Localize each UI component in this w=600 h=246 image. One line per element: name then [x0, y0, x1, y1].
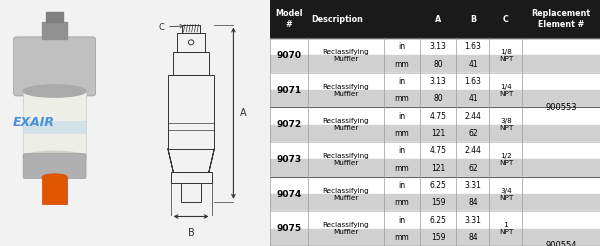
FancyBboxPatch shape: [14, 37, 95, 96]
Bar: [270, 108, 600, 125]
Text: 1
NPT: 1 NPT: [499, 222, 513, 235]
Text: 6.25: 6.25: [430, 181, 447, 190]
Bar: [46, 12, 63, 22]
Text: B: B: [470, 15, 476, 24]
Text: 9075: 9075: [277, 224, 302, 233]
Bar: [23, 121, 86, 134]
Text: mm: mm: [395, 164, 409, 172]
Text: Reclassifying
Muffler: Reclassifying Muffler: [323, 118, 369, 131]
Text: Replacement
Element #: Replacement Element #: [532, 9, 591, 29]
Text: EXAIR: EXAIR: [12, 117, 54, 129]
Ellipse shape: [23, 151, 86, 164]
Text: 3/8
NPT: 3/8 NPT: [499, 118, 513, 131]
Text: 3.13: 3.13: [430, 42, 447, 51]
Text: 121: 121: [431, 129, 445, 138]
Text: Reclassifying
Muffler: Reclassifying Muffler: [323, 84, 369, 97]
Text: 9070: 9070: [277, 51, 301, 60]
Text: 41: 41: [468, 94, 478, 103]
Text: 1/8
NPT: 1/8 NPT: [499, 49, 513, 62]
Bar: [270, 211, 600, 229]
Text: Reclassifying
Muffler: Reclassifying Muffler: [323, 222, 369, 235]
Bar: [168, 75, 214, 149]
Text: 62: 62: [468, 164, 478, 172]
Text: 1/4
NPT: 1/4 NPT: [499, 84, 513, 97]
Bar: [43, 177, 67, 204]
Text: 2.44: 2.44: [464, 146, 481, 155]
Text: Description: Description: [311, 15, 363, 24]
Text: 4.75: 4.75: [430, 112, 447, 121]
Text: mm: mm: [395, 94, 409, 103]
Text: 2.44: 2.44: [464, 112, 481, 121]
Text: 3/4
NPT: 3/4 NPT: [499, 187, 513, 200]
Bar: [43, 22, 67, 39]
Bar: [270, 159, 600, 177]
Text: 9071: 9071: [277, 86, 302, 95]
Text: in: in: [398, 42, 406, 51]
Text: C: C: [503, 15, 509, 24]
Text: 9074: 9074: [277, 189, 302, 199]
Text: 80: 80: [433, 94, 443, 103]
Text: 9072: 9072: [277, 120, 302, 129]
Bar: [23, 91, 86, 157]
Text: in: in: [398, 112, 406, 121]
Text: in: in: [398, 77, 406, 86]
Text: 80: 80: [433, 60, 443, 69]
Text: 4.75: 4.75: [430, 146, 447, 155]
Bar: [182, 25, 200, 33]
Text: B: B: [188, 228, 194, 238]
Bar: [181, 183, 202, 202]
Bar: [270, 229, 600, 246]
Text: 900554: 900554: [545, 242, 577, 246]
Text: 159: 159: [431, 233, 446, 242]
Bar: [178, 33, 205, 52]
Text: 1/2
NPT: 1/2 NPT: [499, 153, 513, 166]
Text: 6.25: 6.25: [430, 215, 447, 225]
Text: in: in: [398, 146, 406, 155]
Bar: [270, 90, 600, 108]
Text: A: A: [435, 15, 442, 24]
Text: Model
#: Model #: [275, 9, 303, 29]
Text: 1.63: 1.63: [464, 42, 481, 51]
Text: mm: mm: [395, 233, 409, 242]
Text: 84: 84: [468, 198, 478, 207]
Bar: [270, 125, 600, 142]
Text: 121: 121: [431, 164, 445, 172]
Text: Reclassifying
Muffler: Reclassifying Muffler: [323, 49, 369, 62]
Text: C: C: [158, 23, 183, 31]
Bar: [270, 194, 600, 211]
Text: 41: 41: [468, 60, 478, 69]
Bar: [270, 55, 600, 73]
Ellipse shape: [43, 174, 67, 180]
Text: mm: mm: [395, 60, 409, 69]
Text: 159: 159: [431, 198, 446, 207]
Bar: [270, 142, 600, 159]
Text: mm: mm: [395, 129, 409, 138]
Text: Reclassifying
Muffler: Reclassifying Muffler: [323, 187, 369, 200]
Text: Reclassifying
Muffler: Reclassifying Muffler: [323, 153, 369, 166]
FancyBboxPatch shape: [23, 154, 86, 178]
Text: 9073: 9073: [277, 155, 302, 164]
Bar: [170, 172, 212, 183]
Text: in: in: [398, 181, 406, 190]
Ellipse shape: [23, 85, 86, 97]
Text: 84: 84: [468, 233, 478, 242]
Text: 3.31: 3.31: [464, 181, 481, 190]
Text: 3.13: 3.13: [430, 77, 447, 86]
Text: 900553: 900553: [545, 103, 577, 112]
Text: mm: mm: [395, 198, 409, 207]
Bar: [173, 52, 209, 75]
Bar: [270, 38, 600, 55]
Text: 3.31: 3.31: [464, 215, 481, 225]
Bar: [270, 73, 600, 90]
Bar: [270, 0, 600, 38]
Text: in: in: [398, 215, 406, 225]
Text: A: A: [240, 108, 247, 118]
Text: 1.63: 1.63: [464, 77, 481, 86]
Text: 62: 62: [468, 129, 478, 138]
Bar: [270, 177, 600, 194]
